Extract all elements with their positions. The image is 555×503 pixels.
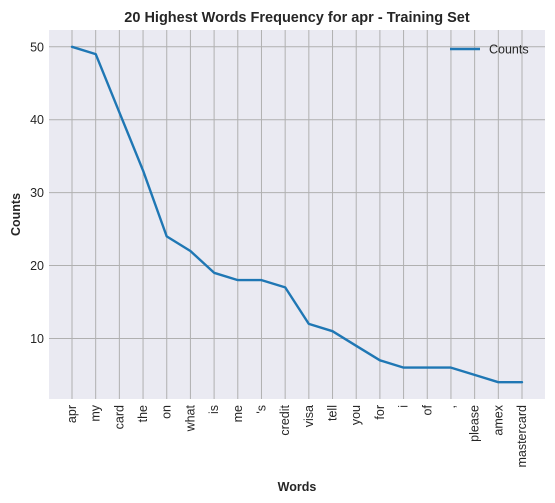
x-tick-label: for	[373, 405, 387, 420]
x-tick-label: please	[468, 405, 482, 442]
y-tick-label: 50	[30, 40, 44, 54]
y-tick-label: 20	[30, 259, 44, 273]
x-tick-label: ,	[444, 405, 458, 408]
x-tick-label: visa	[302, 405, 316, 427]
legend-label: Counts	[489, 43, 529, 57]
y-tick-label: 10	[30, 332, 44, 346]
y-axis-label: Counts	[9, 193, 23, 236]
y-tick-label: 30	[30, 186, 44, 200]
x-tick-label: you	[349, 405, 363, 425]
x-tick-label: on	[160, 405, 174, 419]
x-tick-label: card	[112, 405, 126, 429]
series-line	[70, 45, 524, 384]
x-tick-labels: apr my card the on what is me 's credit visa tell yo…	[65, 404, 529, 467]
x-tick-label: 's	[254, 405, 268, 414]
x-tick-label: my	[89, 404, 103, 421]
y-tick-labels: 10 20 30 40 50	[30, 40, 44, 346]
x-axis-label: Words	[278, 480, 317, 494]
x-tick-label: the	[136, 405, 150, 422]
x-tick-label: amex	[491, 404, 505, 435]
chart-title: 20 Highest Words Frequency for apr - Tra…	[124, 10, 470, 26]
grid-lines	[49, 30, 545, 399]
x-tick-label: tell	[326, 405, 340, 421]
series-lines	[70, 45, 524, 384]
x-tick-label: what	[183, 404, 197, 432]
x-tick-label: credit	[278, 404, 292, 435]
plot-area	[49, 30, 545, 399]
x-tick-label: me	[231, 405, 245, 422]
x-tick-label: apr	[65, 405, 79, 423]
legend: Counts	[450, 43, 529, 57]
x-tick-label: mastercard	[515, 405, 529, 468]
x-tick-label: i	[397, 405, 411, 408]
x-tick-label: of	[420, 404, 434, 415]
y-tick-label: 40	[30, 113, 44, 127]
x-tick-label: is	[207, 405, 221, 414]
